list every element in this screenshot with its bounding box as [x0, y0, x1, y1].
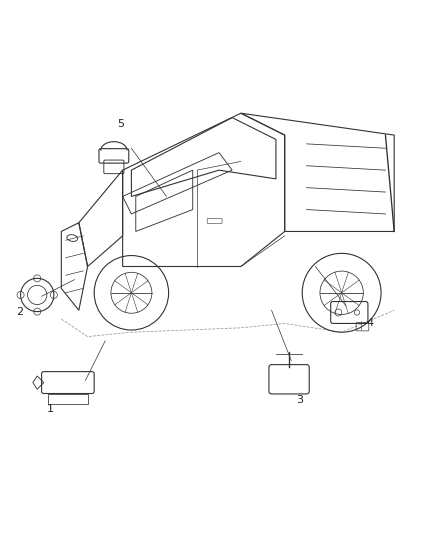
- Text: 4: 4: [367, 318, 374, 328]
- Text: 3: 3: [297, 395, 304, 405]
- Bar: [48, 393, 88, 405]
- Text: 1: 1: [47, 404, 54, 414]
- Text: 5: 5: [117, 119, 124, 129]
- Text: 2: 2: [16, 308, 23, 318]
